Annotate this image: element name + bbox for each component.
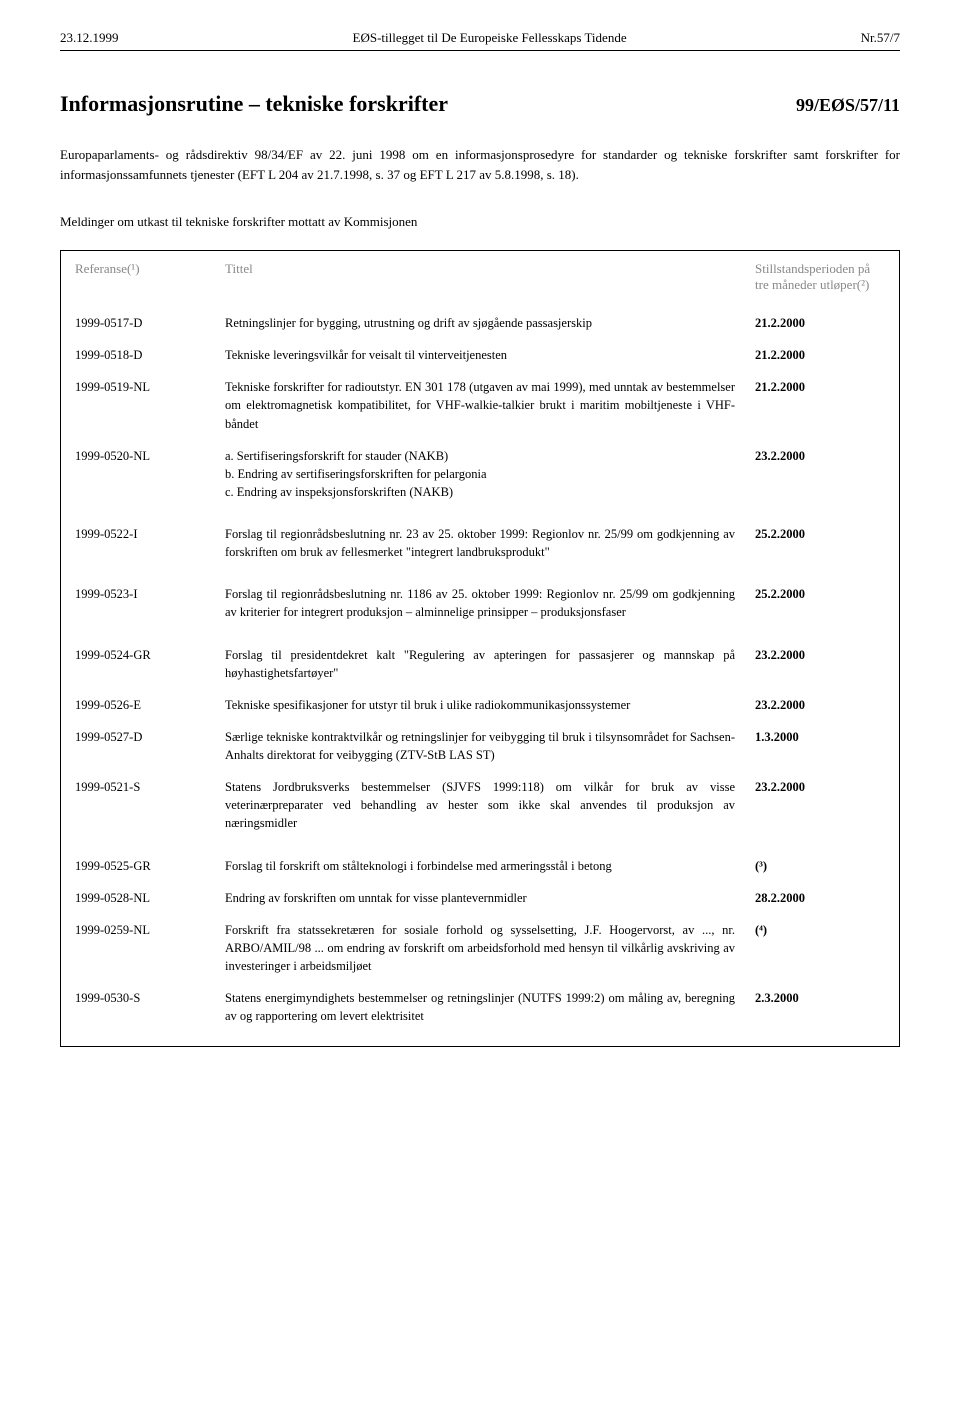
notifications-table: Referanse(¹) Tittel Stillstandsperioden … [60,250,900,1047]
cell-deadline: 23.2.2000 [755,696,885,714]
table-row: 1999-0518-DTekniske leveringsvilkår for … [75,339,885,371]
table-row: 1999-0520-NLa. Sertifiseringsforskrift f… [75,440,885,508]
col-header-deadline: Stillstandsperioden på tre måneder utløp… [755,261,885,293]
cell-title: Forslag til forskrift om stålteknologi i… [225,857,755,875]
row-gap [75,508,885,518]
table-row: 1999-0519-NLTekniske forskrifter for rad… [75,371,885,439]
cell-reference: 1999-0519-NL [75,378,225,396]
cell-deadline: 23.2.2000 [755,778,885,796]
cell-title: Særlige tekniske kontraktvilkår og retni… [225,728,755,764]
table-row: 1999-0523-IForslag til regionrådsbeslutn… [75,578,885,628]
cell-reference: 1999-0526-E [75,696,225,714]
table-row: 1999-0524-GRForslag til presidentdekret … [75,639,885,689]
cell-title: Statens Jordbruksverks bestemmelser (SJV… [225,778,755,832]
cell-reference: 1999-0523-I [75,585,225,603]
cell-reference: 1999-0517-D [75,314,225,332]
page-header: 23.12.1999 EØS-tillegget til De Europeis… [60,30,900,51]
page-title-ref: 99/EØS/57/11 [796,95,900,116]
title-row: Informasjonsrutine – tekniske forskrifte… [60,91,900,117]
cell-title: Forslag til regionrådsbeslutning nr. 23 … [225,525,755,561]
subheading: Meldinger om utkast til tekniske forskri… [60,214,900,230]
table-row: 1999-0530-SStatens energimyndighets best… [75,982,885,1032]
col-header-reference: Referanse(¹) [75,261,225,277]
cell-deadline: 25.2.2000 [755,525,885,543]
table-row: 1999-0517-DRetningslinjer for bygging, u… [75,307,885,339]
cell-deadline: (³) [755,857,885,875]
table-row: 1999-0526-ETekniske spesifikasjoner for … [75,689,885,721]
header-pageno: Nr.57/7 [861,30,900,46]
table-row: 1999-0259-NLForskrift fra statssekretære… [75,914,885,982]
table-row: 1999-0525-GRForslag til forskrift om stå… [75,850,885,882]
cell-title: Forskrift fra statssekretæren for sosial… [225,921,755,975]
col-header-title: Tittel [225,261,755,277]
cell-deadline: 1.3.2000 [755,728,885,746]
cell-deadline: 2.3.2000 [755,989,885,1007]
cell-reference: 1999-0525-GR [75,857,225,875]
row-gap [75,840,885,850]
table-row: 1999-0521-SStatens Jordbruksverks bestem… [75,771,885,839]
cell-title: a. Sertifiseringsforskrift for stauder (… [225,447,755,501]
row-gap [75,568,885,578]
cell-title: Forslag til presidentdekret kalt "Regule… [225,646,755,682]
cell-reference: 1999-0528-NL [75,889,225,907]
cell-deadline: 25.2.2000 [755,585,885,603]
cell-title: Endring av forskriften om unntak for vis… [225,889,755,907]
cell-deadline: 21.2.2000 [755,378,885,396]
cell-deadline: 23.2.2000 [755,447,885,465]
cell-deadline: 21.2.2000 [755,346,885,364]
cell-deadline: (⁴) [755,921,885,939]
table-row: 1999-0522-IForslag til regionrådsbeslutn… [75,518,885,568]
row-gap [75,629,885,639]
cell-reference: 1999-0527-D [75,728,225,746]
header-center: EØS-tillegget til De Europeiske Fellessk… [353,30,627,46]
table-body: 1999-0517-DRetningslinjer for bygging, u… [75,307,885,1032]
cell-title: Forslag til regionrådsbeslutning nr. 118… [225,585,755,621]
cell-reference: 1999-0522-I [75,525,225,543]
cell-reference: 1999-0521-S [75,778,225,796]
intro-paragraph: Europaparlaments- og rådsdirektiv 98/34/… [60,145,900,184]
table-row: 1999-0527-DSærlige tekniske kontraktvilk… [75,721,885,771]
cell-title: Tekniske leveringsvilkår for veisalt til… [225,346,755,364]
cell-reference: 1999-0518-D [75,346,225,364]
cell-reference: 1999-0259-NL [75,921,225,939]
page-title: Informasjonsrutine – tekniske forskrifte… [60,91,448,117]
cell-title: Retningslinjer for bygging, utrustning o… [225,314,755,332]
cell-title: Statens energimyndighets bestemmelser og… [225,989,755,1025]
cell-deadline: 23.2.2000 [755,646,885,664]
cell-title: Tekniske forskrifter for radioutstyr. EN… [225,378,755,432]
cell-deadline: 28.2.2000 [755,889,885,907]
cell-title: Tekniske spesifikasjoner for utstyr til … [225,696,755,714]
cell-reference: 1999-0530-S [75,989,225,1007]
cell-reference: 1999-0524-GR [75,646,225,664]
table-header-row: Referanse(¹) Tittel Stillstandsperioden … [75,261,885,307]
cell-deadline: 21.2.2000 [755,314,885,332]
header-date: 23.12.1999 [60,30,119,46]
table-row: 1999-0528-NLEndring av forskriften om un… [75,882,885,914]
cell-reference: 1999-0520-NL [75,447,225,465]
